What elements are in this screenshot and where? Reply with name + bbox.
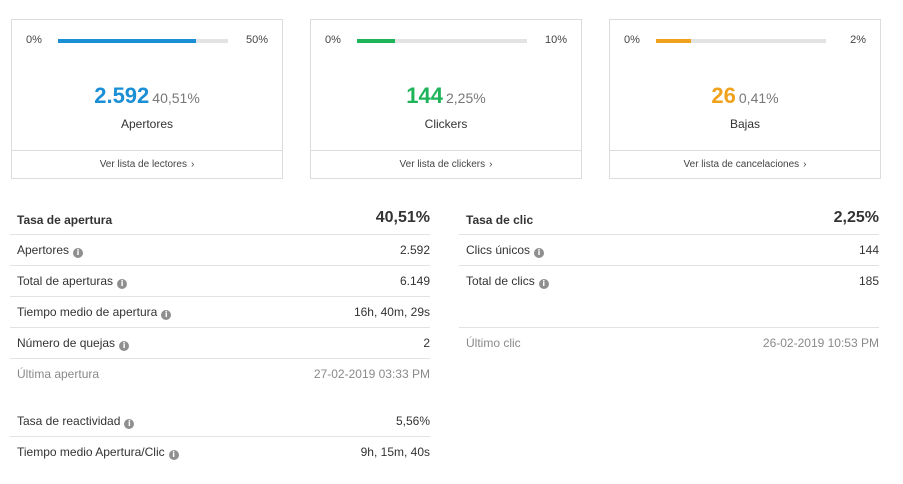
info-icon[interactable]: i [73,248,84,258]
unsubscribes-percent: 0,41% [738,90,779,106]
unsubscribes-label: Bajas [729,117,761,131]
openers-card: 0% 50% 2.592 40,51% Apertores Ver lista d… [11,19,283,179]
info-icon[interactable]: i [124,419,135,429]
table-row: Clics únicos i 144 [459,235,879,266]
openers-count: 2.592 [94,83,150,108]
clickers-progress: 0% 10% [325,34,567,48]
openers-percent: 40,51% [152,90,200,106]
unique-clicks-value: 144 [858,243,879,257]
view-readers-link[interactable]: Ver lista de lectores › [12,150,282,179]
reactivity-rate-value: 5,56% [395,414,430,428]
spacer [459,297,879,328]
reactivity-rate-label: Tasa de reactividad [17,414,121,428]
table-row: Tiempo medio Apertura/Clic i 9h, 15m, 40s [10,437,430,468]
unsubscribes-metric: 26 0,41% [610,83,880,109]
progress-max: 10% [544,34,567,46]
row-label: Número de quejas i [17,328,130,359]
openers-label: Apertores [120,117,174,131]
table-row: Último clic 26-02-2019 10:53 PM [459,328,879,359]
row-label: Clics únicos i [466,235,545,266]
openers-row-value: 2.592 [399,243,430,257]
table-row: Número de quejas i 2 [10,328,430,359]
chevron-right-icon: › [190,159,195,170]
open-rate-value: 40,51% [375,209,430,226]
view-clickers-link-text: Ver lista de clickers [399,159,486,170]
unique-clicks-label: Clics únicos [466,243,531,257]
table-row: Apertores i 2.592 [10,235,430,266]
open-rate-header: Tasa de apertura 40,51% [10,205,430,235]
openers-metric: 2.592 40,51% [12,83,282,109]
row-label: Tiempo medio Apertura/Clic i [17,437,179,468]
open-rate-title: Tasa de apertura [17,213,113,227]
openers-progress: 0% 50% [26,34,268,48]
progress-min: 0% [26,34,42,46]
total-clicks-value: 185 [858,274,879,288]
progress-min: 0% [325,34,341,46]
total-opens-label: Total de aperturas [17,274,114,288]
table-row: Última apertura 27-02-2019 03:33 PM [10,359,430,390]
last-click-value: 26-02-2019 10:53 PM [762,336,879,350]
chevron-right-icon: › [489,159,493,170]
info-icon[interactable]: i [534,248,545,258]
table-row: Total de aperturas i 6.149 [10,266,430,297]
click-stats-table: Tasa de clic 2,25% Clics únicos i 144 Tot… [459,205,879,359]
avg-open-time-label: Tiempo medio de apertura [17,305,158,319]
info-icon[interactable]: i [538,279,549,289]
info-icon[interactable]: i [117,279,128,289]
table-row: Total de clics i 185 [459,266,879,297]
click-rate-header: Tasa de clic 2,25% [459,205,879,235]
view-readers-link-text: Ver lista de lectores [99,159,187,170]
clickers-count: 144 [406,83,443,108]
last-open-value: 27-02-2019 03:33 PM [313,367,430,381]
openers-row-label: Apertores [17,243,70,257]
view-clickers-link[interactable]: Ver lista de clickers › [311,150,581,179]
spacer [10,390,430,406]
clickers-label: Clickers [424,117,468,131]
open-stats-table: Tasa de apertura 40,51% Apertores i 2.592… [10,205,430,468]
clickers-card: 0% 10% 144 2,25% Clickers Ver lista de cl… [310,19,582,179]
avg-open-click-time-label: Tiempo medio Apertura/Clic [17,445,165,459]
avg-open-time-value: 16h, 40m, 29s [353,305,430,319]
last-open-label: Última apertura [17,367,100,381]
progress-track [656,39,826,43]
complaints-value: 2 [423,336,430,350]
clickers-percent: 2,25% [446,90,486,106]
progress-max: 2% [850,34,866,46]
click-rate-value: 2,25% [833,209,879,226]
unsubscribes-count: 26 [711,83,736,108]
table-row: Tasa de reactividad i 5,56% [10,406,430,437]
chevron-right-icon: › [803,159,807,170]
info-icon[interactable]: i [119,341,130,351]
info-icon[interactable]: i [168,450,179,460]
click-rate-title: Tasa de clic [466,213,534,227]
total-clicks-label: Total de clics [466,274,535,288]
row-label: Total de clics i [466,266,549,297]
progress-fill [58,39,196,43]
view-cancellations-link[interactable]: Ver lista de cancelaciones › [610,150,880,179]
view-cancellations-link-text: Ver lista de cancelaciones [683,159,800,170]
clickers-metric: 144 2,25% [311,83,581,109]
progress-fill [357,39,396,43]
unsubscribes-card: 0% 2% 26 0,41% Bajas Ver lista de cancela… [609,19,881,179]
progress-min: 0% [624,34,640,46]
progress-track [58,39,228,43]
row-label: Apertores i [17,235,84,266]
info-icon[interactable]: i [161,310,172,320]
row-label: Tiempo medio de apertura i [17,297,172,328]
row-label: Total de aperturas i [17,266,128,297]
progress-max: 50% [245,34,268,46]
progress-fill [656,39,691,43]
progress-track [357,39,527,43]
table-row: Tiempo medio de apertura i 16h, 40m, 29s [10,297,430,328]
complaints-label: Número de quejas [17,336,116,350]
last-click-label: Último clic [466,336,521,350]
avg-open-click-time-value: 9h, 15m, 40s [360,445,430,459]
unsubscribes-progress: 0% 2% [624,34,866,48]
row-label: Tasa de reactividad i [17,406,135,437]
total-opens-value: 6.149 [399,274,430,288]
